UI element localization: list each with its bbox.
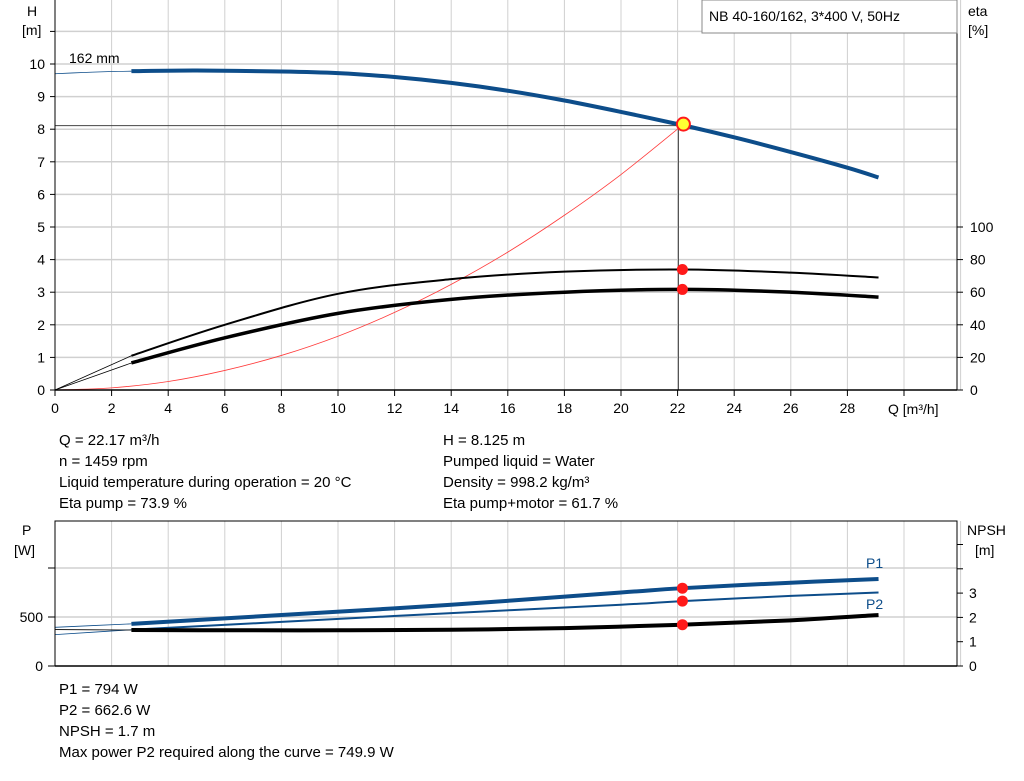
y-label-eta: eta xyxy=(968,3,988,19)
x-tick-label: 16 xyxy=(500,400,516,416)
p1-curve xyxy=(131,576,879,626)
title-box xyxy=(701,0,958,34)
y-tick-label: 2 xyxy=(37,317,45,333)
y-tick-label: 0 xyxy=(37,382,45,398)
y-tick-label: 10 xyxy=(29,56,45,72)
eta-pump-curve xyxy=(131,268,879,357)
bottom-plot-frame xyxy=(54,520,958,667)
info-left: Q = 22.17 m³/h n = 1459 rpm Liquid tempe… xyxy=(59,430,351,514)
y-right-tick-label: 100 xyxy=(970,219,994,235)
y-label-h-unit: [m] xyxy=(22,22,41,38)
y-right-tick-label: 0 xyxy=(970,382,978,398)
y-label-p-unit: [W] xyxy=(14,542,35,558)
info-eta-pump-motor: Eta pump+motor = 61.7 % xyxy=(443,495,619,512)
head-extrapolated xyxy=(54,70,132,75)
impeller-annotation: 162 mm xyxy=(69,50,120,66)
x-tick-label: 24 xyxy=(726,400,742,416)
y-tick-label: 7 xyxy=(37,154,45,170)
info-npsh: NPSH = 1.7 m xyxy=(59,723,156,740)
x-tick-label: 18 xyxy=(557,400,573,416)
x-label: Q [m³/h] xyxy=(888,401,939,417)
curves xyxy=(54,68,880,636)
y-label-p: P xyxy=(22,522,31,538)
eta-pump-extrapolated xyxy=(54,355,132,391)
x-tick-label: 4 xyxy=(164,400,172,416)
npsh-tick-label: 1 xyxy=(969,634,977,650)
p-tick-label: 0 xyxy=(35,658,43,674)
y-right-tick-label: 40 xyxy=(970,317,986,333)
y-tick-label: 9 xyxy=(37,89,45,105)
y-tick-label: 6 xyxy=(37,186,45,202)
info-max-p2: Max power P2 required along the curve = … xyxy=(59,744,394,761)
eta-pump-motor-curve xyxy=(130,287,879,365)
x-tick-label: 14 xyxy=(443,400,459,416)
y-label-npsh-unit: [m] xyxy=(975,542,994,558)
axes: 0 2 4 6 8 10 12 14 16 18 20 22 24 26 28012345678910020… xyxy=(20,0,994,674)
info-power: P1 = 794 W P2 = 662.6 W NPSH = 1.7 m Max… xyxy=(59,679,394,763)
y-tick-label: 5 xyxy=(37,219,45,235)
x-tick-label: 8 xyxy=(278,400,286,416)
y-label-npsh: NPSH xyxy=(967,522,1006,538)
chart-title: NB 40-160/162, 3*400 V, 50Hz xyxy=(709,8,900,24)
y-tick-label: 4 xyxy=(37,252,45,268)
npsh-tick-label: 2 xyxy=(969,609,977,625)
x-tick-label: 2 xyxy=(108,400,116,416)
p2-curve xyxy=(131,591,879,631)
p1-duty-marker xyxy=(676,582,688,594)
y-tick-label: 3 xyxy=(37,284,45,300)
head-curve xyxy=(131,68,880,180)
series-label-p1: P1 xyxy=(866,555,883,571)
npsh-tick-label: 0 xyxy=(969,658,977,674)
info-head: H = 8.125 m xyxy=(443,432,526,449)
eta-pump-motor-duty-marker xyxy=(676,283,688,295)
info-p1: P1 = 794 W xyxy=(59,681,138,698)
npsh-duty-marker xyxy=(676,619,688,631)
y-tick-label: 1 xyxy=(37,349,45,365)
npsh-curve xyxy=(131,612,879,633)
x-tick-label: 0 xyxy=(51,400,59,416)
x-tick-label: 6 xyxy=(221,400,229,416)
info-p2: P2 = 662.6 W xyxy=(59,702,151,719)
x-tick-label: 10 xyxy=(330,400,346,416)
y-label-eta-unit: [%] xyxy=(968,22,988,38)
x-tick-label: 26 xyxy=(783,400,799,416)
x-tick-label: 22 xyxy=(670,400,686,416)
p2-extrapolated xyxy=(54,629,132,636)
y-right-tick-label: 20 xyxy=(970,349,986,365)
eta-pump-duty-marker xyxy=(676,264,688,276)
x-tick-label: 28 xyxy=(840,400,856,416)
eta-pump-motor-extrapolated xyxy=(54,362,132,391)
system-curve xyxy=(54,124,683,391)
info-temperature: Liquid temperature during operation = 20… xyxy=(59,474,352,491)
x-tick-label: 12 xyxy=(387,400,403,416)
series-label-p2: P2 xyxy=(866,596,883,612)
info-liquid: Pumped liquid = Water xyxy=(443,453,595,470)
p1-extrapolated xyxy=(54,623,132,628)
x-tick-label: 20 xyxy=(613,400,629,416)
y-tick-label: 8 xyxy=(37,121,45,137)
bottom-grid xyxy=(55,521,962,666)
y-label-h: H xyxy=(27,3,37,19)
p2-duty-marker xyxy=(676,595,688,607)
y-right-tick-label: 60 xyxy=(970,284,986,300)
info-speed: n = 1459 rpm xyxy=(59,453,148,470)
info-right: H = 8.125 m Pumped liquid = Water Densit… xyxy=(443,430,618,514)
info-flow: Q = 22.17 m³/h xyxy=(59,432,160,449)
p-tick-label: 500 xyxy=(20,609,44,625)
npsh-tick-label: 3 xyxy=(969,585,977,601)
top-grid xyxy=(55,0,962,390)
info-density: Density = 998.2 kg/m³ xyxy=(443,474,590,491)
y-right-tick-label: 80 xyxy=(970,252,986,268)
duty-point-marker xyxy=(675,116,691,132)
info-eta-pump: Eta pump = 73.9 % xyxy=(59,495,187,512)
